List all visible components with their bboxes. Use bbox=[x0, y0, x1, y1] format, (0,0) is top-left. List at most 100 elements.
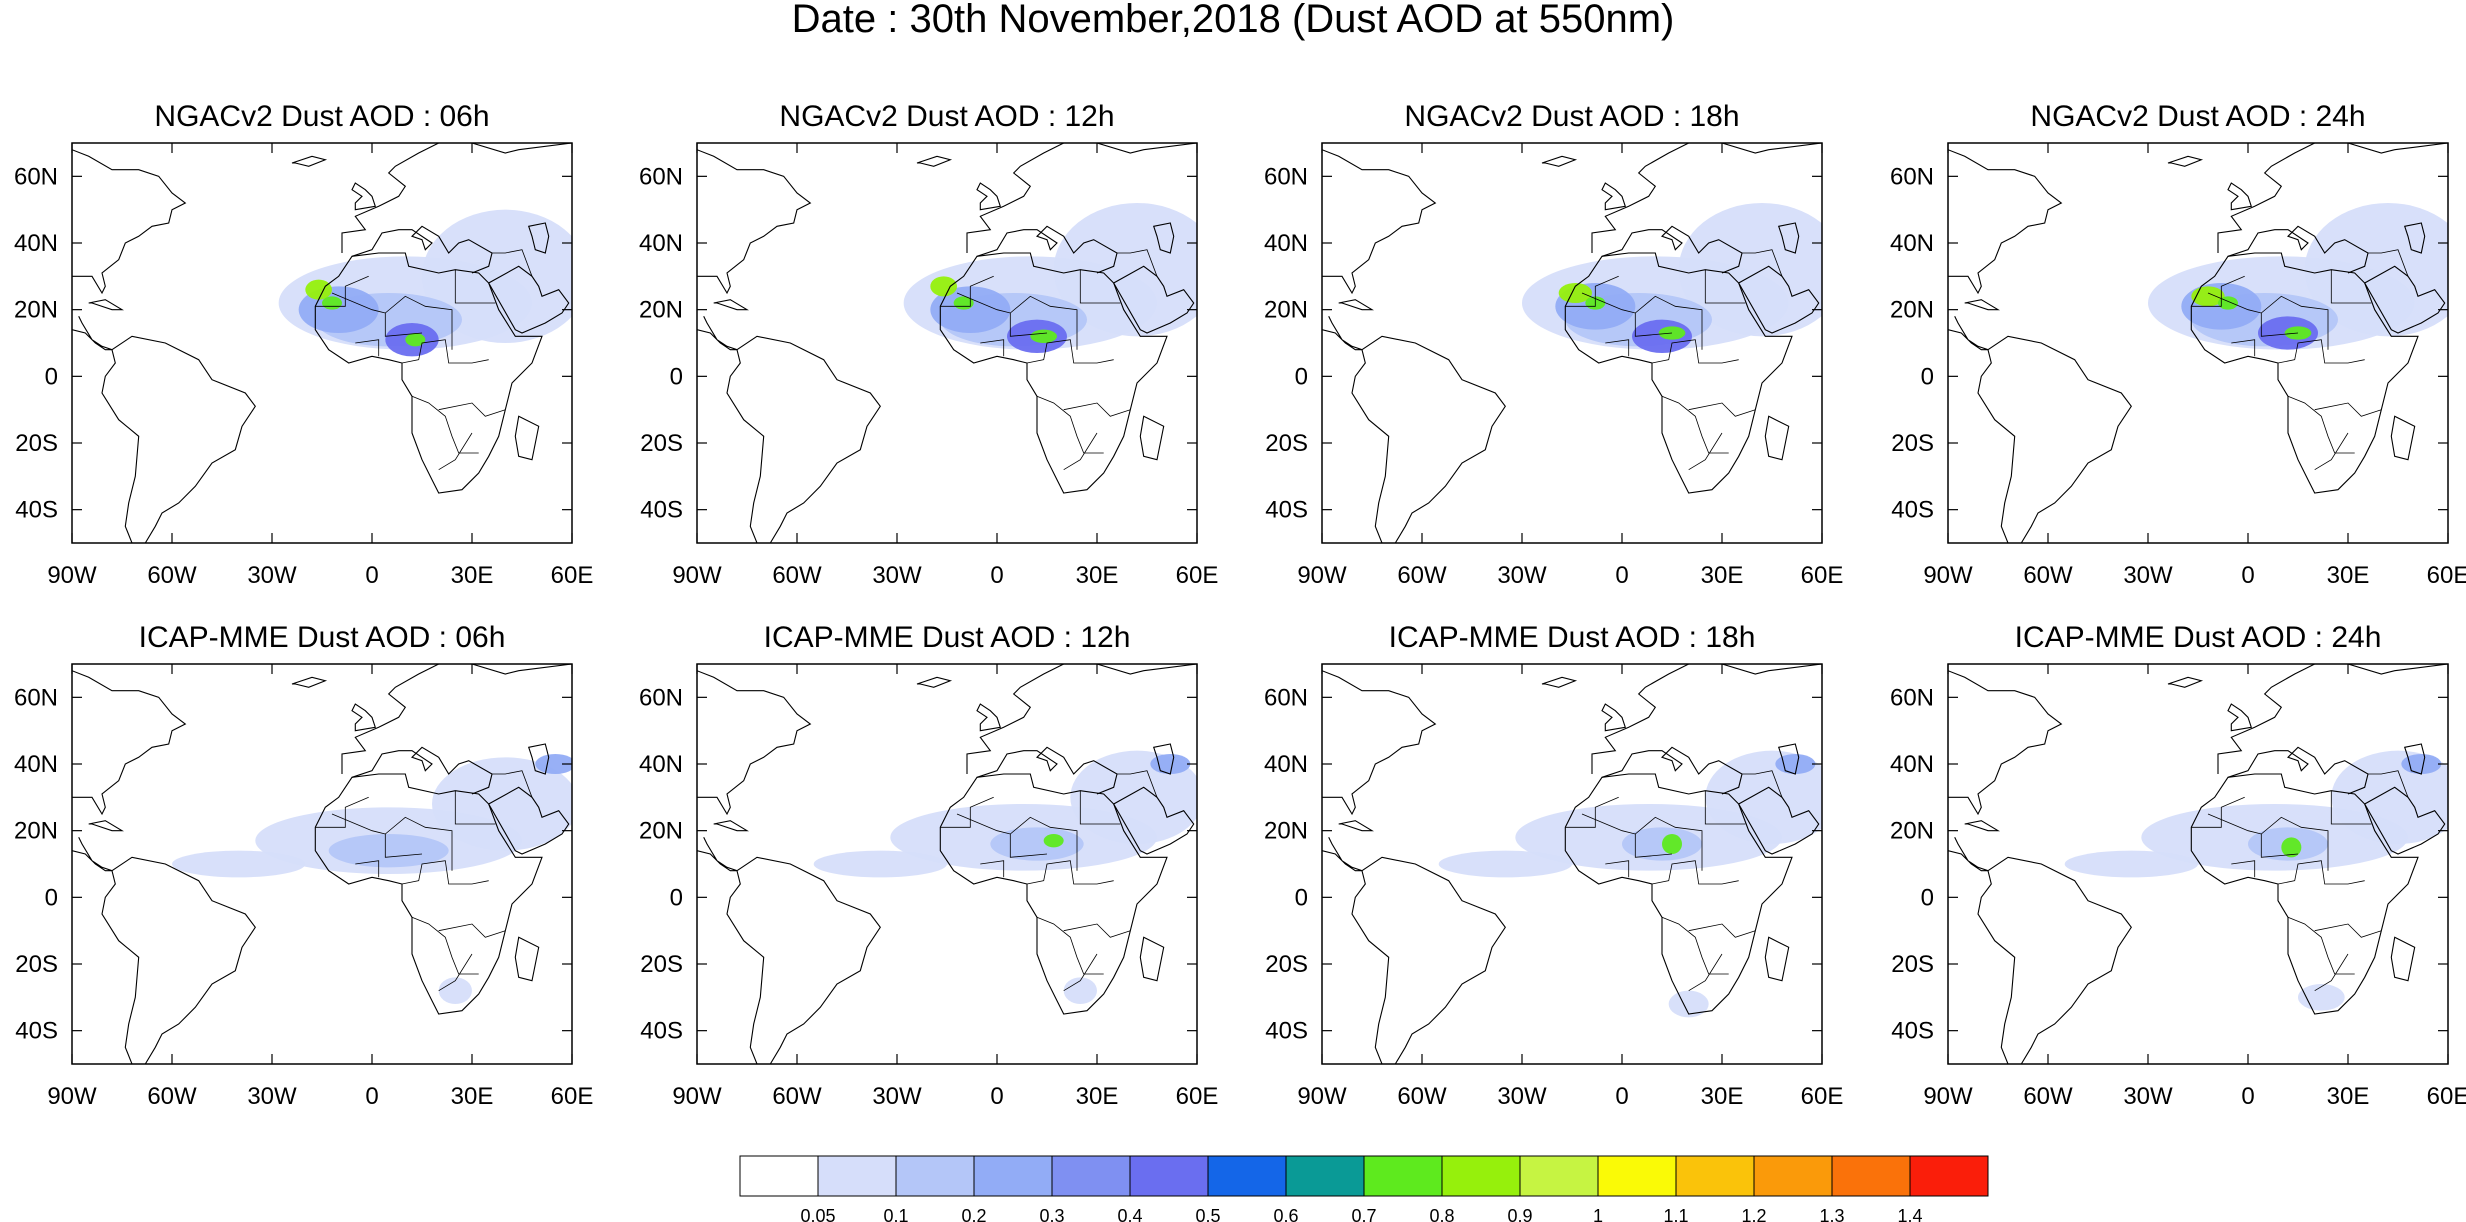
country-border bbox=[2277, 339, 2365, 364]
coastline-northAmerica bbox=[72, 149, 187, 295]
lat-tick-label: 0 bbox=[1921, 363, 1934, 390]
lon-tick-label: 60E bbox=[2427, 1083, 2466, 1110]
colorbar-swatch bbox=[1129, 1155, 1209, 1197]
map-frame bbox=[696, 663, 1198, 1065]
lon-tick-label: 30W bbox=[1497, 1083, 1547, 1110]
lat-tick-label: 40S bbox=[1891, 497, 1934, 524]
colorbar-swatch bbox=[1051, 1155, 1131, 1197]
colorbar-swatch bbox=[1519, 1155, 1599, 1197]
country-border bbox=[2368, 249, 2409, 277]
map-frame bbox=[1947, 142, 2449, 544]
colorbar-swatch bbox=[895, 1155, 975, 1197]
colorbar-swatch bbox=[1597, 1155, 1677, 1197]
country-border bbox=[438, 953, 473, 992]
coastline-arabia bbox=[487, 265, 570, 334]
coastline-madagascar bbox=[514, 415, 540, 461]
country-border bbox=[1117, 249, 1158, 277]
country-border bbox=[384, 834, 423, 858]
coastline-northAmerica bbox=[1948, 670, 2063, 816]
coastline-centralAmerica bbox=[1322, 837, 1363, 872]
figure-title: Date : 30th November,2018 (Dust AOD at 5… bbox=[792, 0, 1675, 41]
lat-tick-label: 40S bbox=[15, 1018, 58, 1045]
country-border bbox=[1688, 432, 1723, 471]
coastline-arabia bbox=[1737, 786, 1820, 855]
coastline-africa bbox=[314, 252, 543, 494]
coastline-caspian bbox=[1152, 743, 1175, 775]
lon-tick-label: 60E bbox=[1801, 562, 1844, 589]
lat-tick-label: 40S bbox=[640, 497, 683, 524]
lat-tick-label: 20S bbox=[1265, 430, 1308, 457]
lat-tick-label: 40N bbox=[639, 751, 683, 778]
country-border bbox=[438, 432, 473, 471]
lat-tick-label: 20N bbox=[1264, 297, 1308, 324]
coastline-arabia bbox=[1112, 265, 1195, 334]
country-border bbox=[980, 339, 1005, 357]
lat-tick-label: 0 bbox=[45, 363, 58, 390]
lat-tick-label: 40S bbox=[1891, 1018, 1934, 1045]
country-border bbox=[1009, 313, 1048, 337]
country-border bbox=[1742, 249, 1783, 277]
lat-tick-label: 20S bbox=[640, 951, 683, 978]
aod-field bbox=[2331, 750, 2448, 844]
country-border bbox=[384, 313, 423, 337]
lat-tick-label: 20S bbox=[15, 951, 58, 978]
lon-tick-label: 0 bbox=[365, 562, 378, 589]
panel-title: NGACv2 Dust AOD : 24h bbox=[2030, 100, 2365, 133]
coastline-med bbox=[976, 225, 1118, 274]
coastline-southAmerica bbox=[726, 856, 881, 1064]
colorbar-swatch bbox=[1753, 1155, 1833, 1197]
coastline-iceland bbox=[291, 676, 328, 688]
lon-tick-label: 30W bbox=[2123, 562, 2173, 589]
colorbar-swatch bbox=[817, 1155, 897, 1197]
country-border bbox=[2314, 402, 2382, 417]
coastline-northAmerica bbox=[1948, 149, 2063, 295]
lon-tick-label: 30E bbox=[451, 1083, 494, 1110]
coastline-med bbox=[976, 746, 1118, 795]
lat-tick-label: 40N bbox=[1890, 230, 1934, 257]
country-border bbox=[980, 860, 1005, 878]
country-border bbox=[2314, 923, 2382, 938]
country-border bbox=[1704, 269, 1746, 304]
lon-tick-label: 60E bbox=[1801, 1083, 1844, 1110]
coastline-iceland bbox=[2167, 155, 2204, 167]
lat-tick-label: 20N bbox=[14, 818, 58, 845]
country-border bbox=[1651, 860, 1739, 885]
country-border bbox=[454, 790, 496, 825]
lat-tick-label: 60N bbox=[1890, 163, 1934, 190]
coastline-southAmerica bbox=[101, 335, 256, 543]
lat-tick-label: 40N bbox=[639, 230, 683, 257]
country-border bbox=[1026, 339, 1114, 364]
coastline-centralAmerica bbox=[72, 316, 113, 351]
country-border bbox=[1036, 916, 1104, 975]
coastline-africa bbox=[1564, 252, 1793, 494]
panel-title: NGACv2 Dust AOD : 06h bbox=[154, 100, 489, 133]
map-panel: NGACv2 Dust AOD : 18h 90W 60W 30W 0 30E 60E 60N… bbox=[1264, 100, 1844, 589]
aod-field bbox=[813, 850, 947, 878]
coastline-arabia bbox=[2363, 786, 2446, 855]
country-border bbox=[2231, 339, 2256, 357]
country-border bbox=[2330, 269, 2372, 304]
coastline-arabia bbox=[487, 786, 570, 855]
lon-tick-label: 90W bbox=[1297, 562, 1347, 589]
aod-field bbox=[2298, 984, 2345, 1011]
lon-tick-label: 0 bbox=[990, 562, 1003, 589]
country-border bbox=[1688, 923, 1756, 938]
lon-tick-label: 0 bbox=[990, 1083, 1003, 1110]
colorbar-swatch bbox=[973, 1155, 1053, 1197]
country-border bbox=[1063, 402, 1131, 417]
coastline-caspian bbox=[1152, 222, 1175, 254]
coastline-madagascar bbox=[514, 936, 540, 982]
coastline-arabia bbox=[1112, 786, 1195, 855]
country-border bbox=[1063, 953, 1098, 992]
lat-tick-label: 40N bbox=[1890, 751, 1934, 778]
country-border bbox=[1079, 269, 1121, 304]
colorbar-swatch bbox=[1285, 1155, 1365, 1197]
country-border bbox=[401, 860, 489, 885]
country-border bbox=[315, 796, 369, 828]
lon-tick-label: 60W bbox=[147, 1083, 197, 1110]
country-border bbox=[2277, 860, 2365, 885]
coastline-iceland bbox=[1541, 155, 1578, 167]
lat-tick-label: 60N bbox=[14, 163, 58, 190]
coastline-northAmerica bbox=[697, 149, 812, 295]
